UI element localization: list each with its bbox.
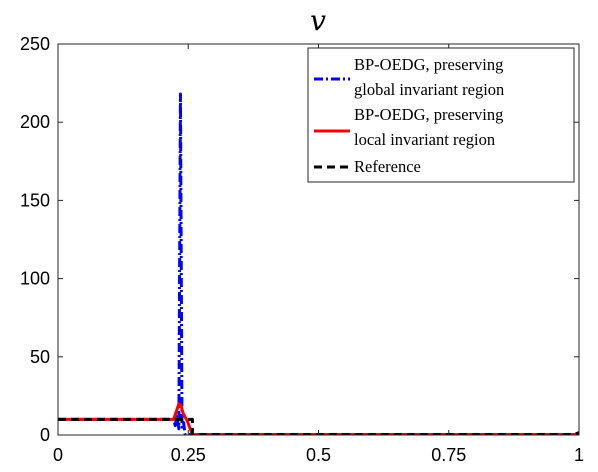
y-tick-label: 150 <box>20 190 50 210</box>
y-tick-label: 0 <box>40 425 50 445</box>
legend-label-local-line2: local invariant region <box>354 130 495 149</box>
legend-label-global-line1: BP-OEDG, preserving <box>354 55 503 74</box>
x-tick-label: 1 <box>574 445 584 465</box>
series-line-2 <box>58 417 579 435</box>
x-tick-label: 0 <box>53 445 63 465</box>
axes-layer: 0 0.25 0.5 0.75 1 0 50 100 150 200 250 <box>20 34 584 465</box>
x-tick-label: 0.25 <box>171 445 206 465</box>
y-tick-label: 50 <box>30 347 50 367</box>
y-tick-label: 200 <box>20 112 50 132</box>
y-tick-label: 100 <box>20 269 50 289</box>
legend-label-local-line1: BP-OEDG, preserving <box>354 105 503 124</box>
legend: BP-OEDG, preserving global invariant reg… <box>307 47 575 183</box>
legend-box <box>307 47 575 183</box>
x-tick-label: 0.75 <box>431 445 466 465</box>
legend-label-reference: Reference <box>354 157 421 176</box>
legend-label-global-line2: global invariant region <box>354 80 504 99</box>
x-tick-label: 0.5 <box>306 445 331 465</box>
series-line-1 <box>58 402 579 435</box>
y-tick-label: 250 <box>20 34 50 54</box>
chart-title: v <box>310 4 326 37</box>
